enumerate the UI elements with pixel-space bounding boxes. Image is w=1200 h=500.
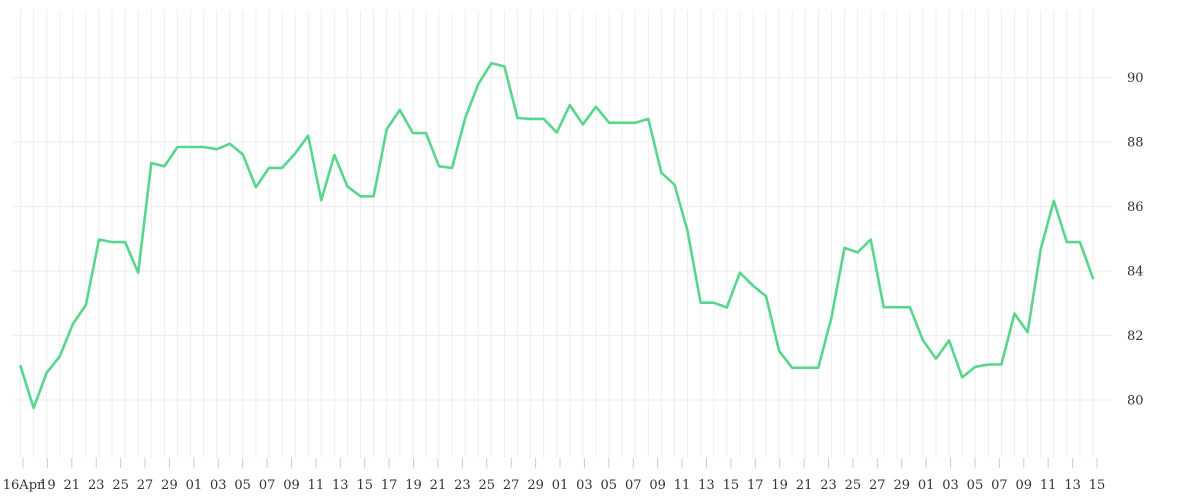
x-tick-label: 17 — [747, 478, 764, 493]
x-tick-label: 17 — [381, 478, 398, 493]
vertical-gridlines — [20, 10, 1094, 458]
x-tick-label: 29 — [527, 478, 544, 493]
x-tick-label: 11 — [674, 478, 691, 493]
x-tick-label: 29 — [161, 478, 178, 493]
x-tick-label: 07 — [625, 478, 642, 493]
x-tick-label: 25 — [112, 478, 129, 493]
horizontal-gridlines — [12, 77, 1112, 401]
y-tick-label: 84 — [1127, 265, 1144, 280]
x-tick-label: 21 — [796, 478, 813, 493]
x-tick-label: 01 — [552, 478, 569, 493]
x-tick-label: 25 — [478, 478, 495, 493]
x-tick-label: 13 — [1064, 478, 1081, 493]
x-tick-label: 16Apr — [3, 478, 44, 493]
y-tick-label: 82 — [1127, 329, 1144, 344]
x-tick-label: 03 — [942, 478, 959, 493]
x-tick-label: 03 — [210, 478, 227, 493]
x-tick-label: 25 — [845, 478, 862, 493]
y-tick-label: 80 — [1127, 393, 1144, 408]
x-tick-label: 01 — [918, 478, 935, 493]
x-tick-label: 23 — [820, 478, 837, 493]
x-tick-label: 15 — [356, 478, 373, 493]
x-tick-label: 21 — [64, 478, 81, 493]
x-tick-label: 15 — [723, 478, 740, 493]
y-tick-label: 88 — [1127, 136, 1144, 151]
x-tick-label: 05 — [601, 478, 618, 493]
x-tick-label: 27 — [869, 478, 886, 493]
y-tick-label: 86 — [1127, 200, 1144, 215]
y-tick-label: 90 — [1127, 71, 1144, 86]
x-tick-label: 21 — [430, 478, 447, 493]
x-tick-label: 23 — [454, 478, 471, 493]
series-layer — [19, 61, 1095, 410]
x-tick-label: 11 — [308, 478, 325, 493]
x-tick-label: 09 — [283, 478, 300, 493]
x-tick-label: 19 — [39, 478, 56, 493]
x-tick-label: 13 — [698, 478, 715, 493]
x-tick-label: 19 — [771, 478, 788, 493]
x-tick-label: 29 — [893, 478, 910, 493]
x-tick-label: 27 — [503, 478, 520, 493]
x-tick-label: 09 — [649, 478, 666, 493]
x-tick-label: 23 — [88, 478, 105, 493]
x-tick-label: 05 — [967, 478, 984, 493]
x-tick-label: 13 — [332, 478, 349, 493]
x-tick-label: 03 — [576, 478, 593, 493]
series-line — [19, 61, 1095, 410]
x-tick-label: 11 — [1040, 478, 1057, 493]
x-tick-label: 27 — [137, 478, 154, 493]
y-axis: 80 82 84 86 88 90 — [1127, 71, 1144, 408]
x-tick-label: 01 — [186, 478, 203, 493]
x-tick-label: 07 — [991, 478, 1008, 493]
x-tick-label: 19 — [405, 478, 422, 493]
x-tick-label: 09 — [1015, 478, 1032, 493]
x-tick-label: 07 — [259, 478, 276, 493]
x-tick-label: 15 — [1089, 478, 1106, 493]
x-tick-label: 05 — [234, 478, 251, 493]
